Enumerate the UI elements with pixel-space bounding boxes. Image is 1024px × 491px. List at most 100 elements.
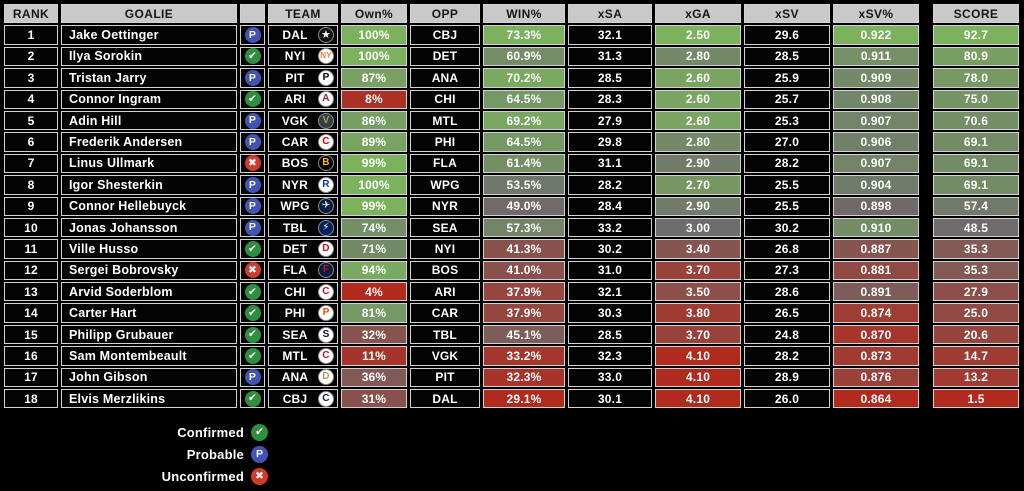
cell-win-pct: 32.3% <box>483 367 565 388</box>
cell-xsv: 26.8 <box>744 239 830 259</box>
cell-xsa: 28.2 <box>568 175 652 195</box>
cell-xsv-pct: 0.908 <box>833 89 919 109</box>
score-column-gap <box>922 47 930 66</box>
cell-team: NYR R <box>268 175 338 195</box>
cell-ownership-pct: 86% <box>341 110 407 131</box>
cell-xsa: 27.9 <box>568 110 652 131</box>
cell-goalie-name: Ville Husso <box>61 239 237 259</box>
cell-ownership-pct: 81% <box>341 303 407 323</box>
det-team-logo-icon: D <box>318 240 334 257</box>
status-legend: Confirmed ✔ Probable P Unconfirmed ✖ <box>0 424 268 485</box>
cell-rank: 12 <box>4 260 58 281</box>
cell-team: VGK V <box>268 110 338 131</box>
score-column-gap <box>922 282 930 301</box>
fla-team-logo-icon: F <box>318 262 334 279</box>
legend-label: Confirmed <box>177 425 244 440</box>
cell-goalie-name: Sam Montembeault <box>61 346 237 366</box>
cell-xsv: 28.9 <box>744 367 830 388</box>
cell-xsa: 30.1 <box>568 389 652 409</box>
col-header-status <box>240 4 265 24</box>
cell-xsv-pct: 0.874 <box>833 303 919 323</box>
cell-opponent: WPG <box>410 175 480 195</box>
cell-opponent: FLA <box>410 153 480 174</box>
team-abbreviation: CHI <box>284 284 306 299</box>
cell-xsv: 27.3 <box>744 260 830 281</box>
probable-icon: P <box>244 369 261 386</box>
cell-xsv-pct: 0.907 <box>833 153 919 174</box>
cell-xsv-pct: 0.907 <box>833 110 919 131</box>
mtl-team-logo-icon: C <box>318 347 334 364</box>
cell-start-status: P <box>240 196 265 216</box>
cell-team: CBJ C <box>268 389 338 409</box>
cell-win-pct: 37.9% <box>483 282 565 302</box>
cell-xsa: 30.3 <box>568 303 652 323</box>
confirmed-icon: ✔ <box>244 305 261 322</box>
cell-opponent: TBL <box>410 324 480 345</box>
col-header-xsv: xSV <box>744 4 830 24</box>
team-abbreviation: DET <box>282 241 308 256</box>
score-column-gap <box>922 90 930 109</box>
team-abbreviation: BOS <box>281 156 309 171</box>
col-header-xga: xGA <box>655 4 741 24</box>
cell-xga: 3.00 <box>655 217 741 238</box>
cell-win-pct: 53.5% <box>483 175 565 195</box>
probable-icon: P <box>251 446 268 463</box>
cell-rank: 10 <box>4 217 58 238</box>
team-abbreviation: ARI <box>284 92 306 107</box>
probable-icon: P <box>244 134 261 151</box>
score-column-gap <box>922 325 930 344</box>
cell-goalie-name: Frederik Andersen <box>61 132 237 152</box>
cell-team: PHI P <box>268 303 338 323</box>
score-column-gap <box>922 25 930 44</box>
goalie-table: RANK GOALIE TEAM Own% OPP WIN% xSA xGA xSV xSV% SC… <box>4 4 1019 409</box>
score-column-gap <box>922 111 930 130</box>
cell-win-pct: 41.3% <box>483 239 565 259</box>
cell-xga: 4.10 <box>655 389 741 409</box>
cell-xsv-pct: 0.909 <box>833 68 919 88</box>
cell-start-status: P <box>240 367 265 388</box>
score-column-gap <box>922 4 930 23</box>
cell-xsv: 26.5 <box>744 303 830 323</box>
cell-rank: 7 <box>4 153 58 174</box>
cell-team: NYI NY <box>268 46 338 67</box>
cell-xsa: 28.5 <box>568 68 652 88</box>
cell-opponent: BOS <box>410 260 480 281</box>
cell-xsv-pct: 0.864 <box>833 389 919 409</box>
cell-score: 75.0 <box>933 89 1019 109</box>
cell-team: PIT P <box>268 68 338 88</box>
cell-start-status: P <box>240 217 265 238</box>
cell-start-status: P <box>240 175 265 195</box>
cell-rank: 6 <box>4 132 58 152</box>
cell-team: SEA S <box>268 324 338 345</box>
score-column-gap <box>922 389 930 408</box>
cell-score: 69.1 <box>933 132 1019 152</box>
team-abbreviation: CAR <box>281 135 309 150</box>
probable-icon: P <box>244 219 261 236</box>
cell-xsa: 31.3 <box>568 46 652 67</box>
unconfirmed-icon: ✖ <box>244 155 261 172</box>
col-header-team: TEAM <box>268 4 338 24</box>
cell-start-status: ✔ <box>240 324 265 345</box>
bos-team-logo-icon: B <box>318 155 334 172</box>
cell-xsv: 26.0 <box>744 389 830 409</box>
team-abbreviation: ANA <box>281 370 309 385</box>
cell-ownership-pct: 100% <box>341 46 407 67</box>
cell-xga: 2.90 <box>655 196 741 216</box>
cell-xsv-pct: 0.870 <box>833 324 919 345</box>
cell-rank: 8 <box>4 175 58 195</box>
cell-ownership-pct: 99% <box>341 196 407 216</box>
cell-score: 1.5 <box>933 389 1019 409</box>
probable-icon: P <box>244 27 261 44</box>
cell-xsv: 27.0 <box>744 132 830 152</box>
cell-opponent: CAR <box>410 303 480 323</box>
ana-team-logo-icon: D <box>318 369 334 386</box>
cell-xsv-pct: 0.906 <box>833 132 919 152</box>
cell-ownership-pct: 71% <box>341 239 407 259</box>
cell-xsv: 25.5 <box>744 175 830 195</box>
cell-goalie-name: Arvid Soderblom <box>61 282 237 302</box>
cell-start-status: P <box>240 110 265 131</box>
team-abbreviation: MTL <box>282 348 308 363</box>
cell-xsv-pct: 0.922 <box>833 25 919 45</box>
cell-team: ARI A <box>268 89 338 109</box>
phi-team-logo-icon: P <box>318 305 334 322</box>
